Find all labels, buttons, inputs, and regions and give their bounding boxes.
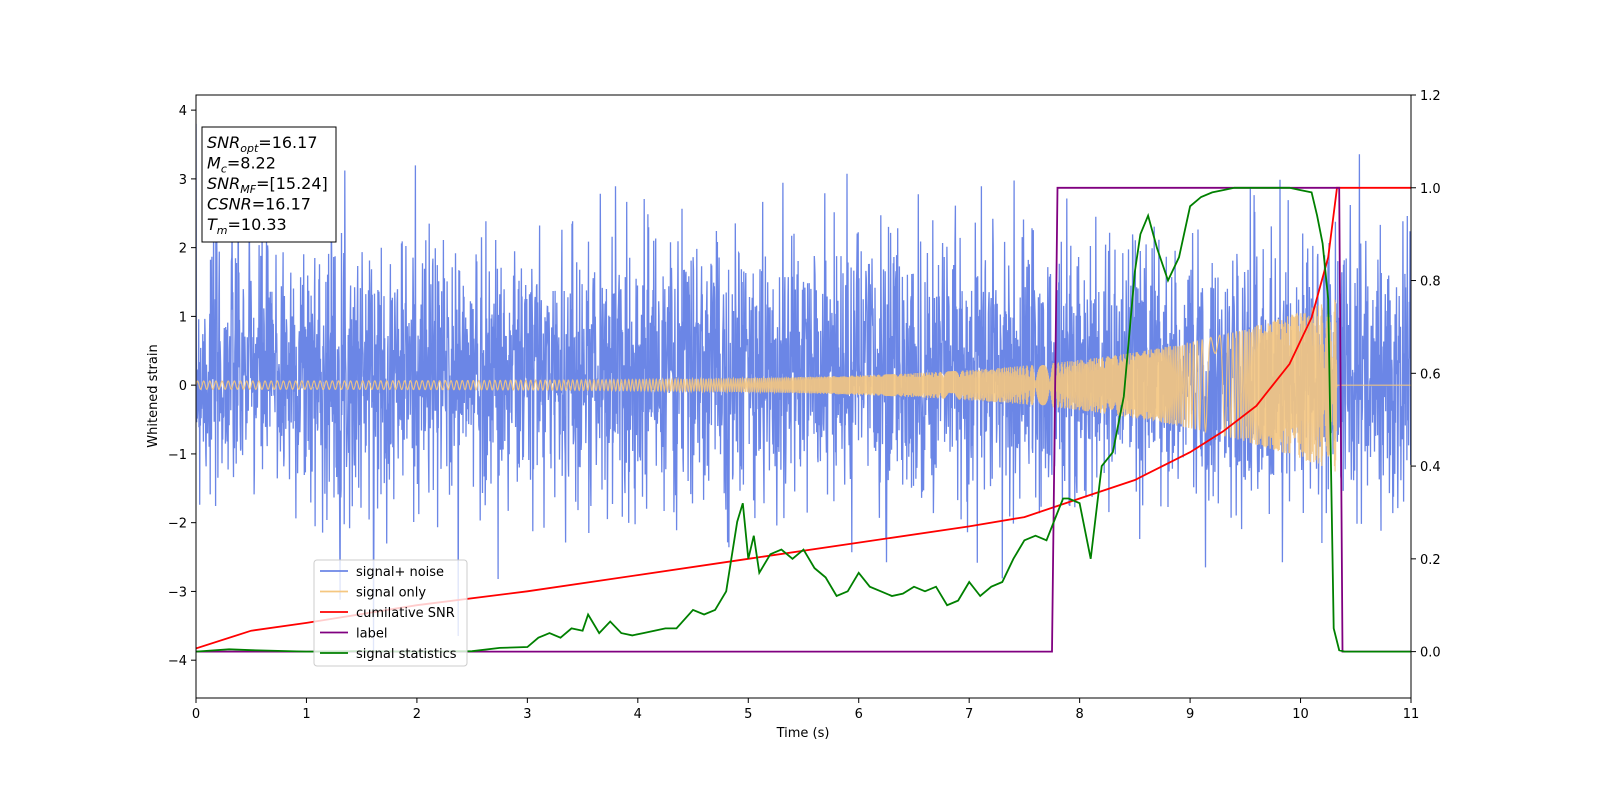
y-tick-label-right: 0.8 [1420, 275, 1441, 290]
x-tick-label: 1 [302, 707, 310, 722]
y-tick-label-left: 2 [179, 242, 187, 257]
x-tick-label: 7 [965, 707, 973, 722]
y-tick-label-left: 0 [179, 379, 187, 394]
x-tick-label: 3 [523, 707, 531, 722]
legend-label: signal statistics [356, 647, 457, 662]
y-tick-label-left: 1 [179, 310, 187, 325]
legend: signal+ noise signal only cumilative SNR la… [313, 559, 468, 667]
info-box-line: CSNR=16.17 [207, 195, 311, 214]
y-tick-label-right: 0.4 [1420, 460, 1441, 475]
y-tick-label-right: 1.0 [1420, 182, 1441, 197]
x-tick-label: 8 [1075, 707, 1083, 722]
x-tick-label: 5 [744, 707, 752, 722]
x-tick-label: 6 [855, 707, 863, 722]
plot-frame [195, 94, 1412, 699]
y-tick-label-right: 0.0 [1420, 646, 1441, 661]
info-box: SNRopt=16.17Mc=8.22SNRMF=[15.24]CSNR=16.… [201, 126, 337, 243]
y-axis-label: Whitened strain [146, 344, 161, 447]
y-tick-label-right: 0.6 [1420, 367, 1441, 382]
x-tick-label: 4 [634, 707, 642, 722]
series-signal-noise [196, 123, 1411, 651]
y-tick-label-left: −1 [168, 448, 187, 463]
legend-label: signal only [356, 586, 426, 601]
legend-label: label [356, 627, 387, 642]
series-signal-only [196, 299, 1411, 472]
legend-frame [313, 559, 468, 667]
info-box-line: SNRMF=[15.24] [207, 174, 328, 196]
legend-label: signal+ noise [356, 565, 444, 580]
y-tick-label-left: 4 [179, 104, 187, 119]
x-axis-label: Time (s) [776, 726, 830, 741]
info-box-frame [201, 126, 337, 243]
x-tick-label: 10 [1292, 707, 1309, 722]
x-tick-label: 0 [192, 707, 200, 722]
info-box-line: SNRopt=16.17 [207, 133, 318, 155]
y-tick-label-left: 3 [179, 173, 187, 188]
x-tick-label: 2 [413, 707, 421, 722]
y-tick-label-left: −4 [168, 654, 187, 669]
y-tick-label-left: −2 [168, 517, 187, 532]
y-tick-label-right: 0.2 [1420, 553, 1441, 568]
legend-label: cumilative SNR [356, 606, 455, 621]
info-box-line: Mc=8.22 [207, 154, 276, 176]
series-signal-statistics [196, 186, 1411, 653]
x-tick-label: 9 [1186, 707, 1194, 722]
info-box-line: Tm=10.33 [207, 215, 287, 237]
y-tick-label-left: −3 [168, 585, 187, 600]
x-tick-label: 11 [1403, 707, 1420, 722]
axes-layer: 0 1 2 3 4 5 6 7 8 9 10 11 −4 −3 −2 −1 0 1 2 3 4 0.0 0.2 0.4 0.6 0… [168, 89, 1441, 722]
y-tick-label-right: 1.2 [1420, 89, 1441, 104]
